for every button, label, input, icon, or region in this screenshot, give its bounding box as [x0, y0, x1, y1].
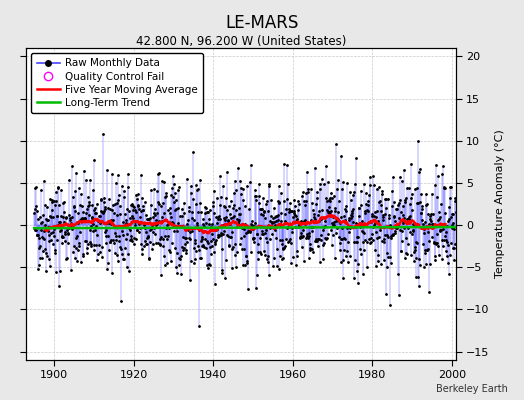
Title: 42.800 N, 96.200 W (United States): 42.800 N, 96.200 W (United States)	[136, 35, 346, 48]
Text: Berkeley Earth: Berkeley Earth	[436, 384, 508, 394]
Legend: Raw Monthly Data, Quality Control Fail, Five Year Moving Average, Long-Term Tren: Raw Monthly Data, Quality Control Fail, …	[31, 53, 203, 113]
Text: LE-MARS: LE-MARS	[225, 14, 299, 32]
Y-axis label: Temperature Anomaly (°C): Temperature Anomaly (°C)	[495, 130, 505, 278]
